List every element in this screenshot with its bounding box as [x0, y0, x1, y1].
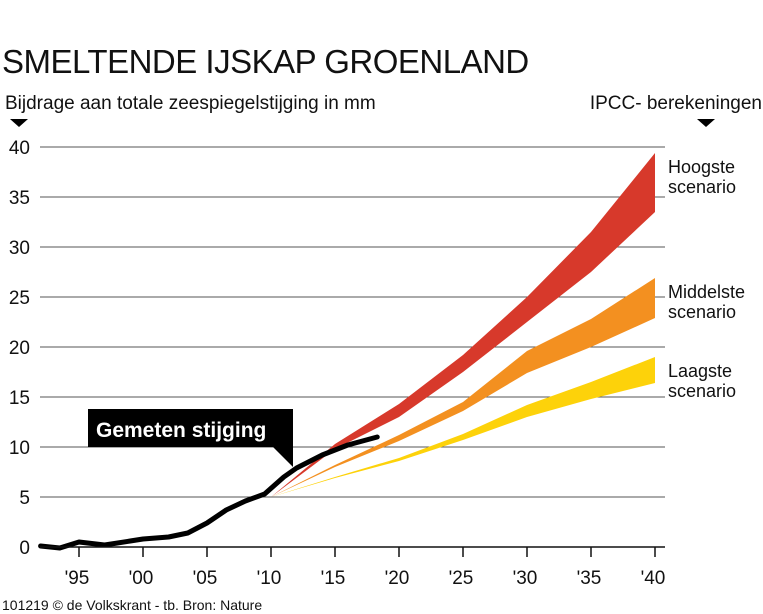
measured-line: [38, 434, 380, 551]
y-tick-label: 30: [9, 238, 30, 259]
y-tick-label: 35: [9, 188, 30, 209]
x-tick-label: '05: [193, 568, 218, 589]
x-tick-label: '35: [577, 568, 602, 589]
scenario-label: Laagste: [668, 361, 732, 381]
scenario-label: scenario: [668, 381, 736, 401]
y-tick-label: 40: [9, 138, 30, 159]
x-tick-label: '00: [129, 568, 154, 589]
arrow-down-icon: [697, 119, 715, 127]
x-tick-label: '10: [257, 568, 282, 589]
scenario-label: Hoogste: [668, 157, 735, 177]
chart-title: SMELTENDE IJSKAP GROENLAND: [2, 43, 529, 80]
y-tick-label: 10: [9, 438, 30, 459]
x-tick-label: '40: [641, 568, 666, 589]
y-tick-label: 15: [9, 388, 30, 409]
x-tick-label: '95: [65, 568, 90, 589]
x-tick-label: '20: [385, 568, 410, 589]
scenario-label: scenario: [668, 177, 736, 197]
scenario-band-low: [271, 357, 655, 497]
y-tick-label: 5: [19, 488, 30, 509]
x-tick-label: '15: [321, 568, 346, 589]
callout: Gemeten stijging: [88, 409, 293, 467]
y-tick-label: 25: [9, 288, 30, 309]
scenario-label: scenario: [668, 302, 736, 322]
arrow-down-icon: [10, 119, 28, 127]
callout-box: [88, 409, 293, 467]
y-axis-label: Bijdrage aan totale zeespiegelstijging i…: [5, 93, 376, 114]
y-tick-label: 20: [9, 338, 30, 359]
y-tick-label: 0: [19, 538, 30, 559]
scenario-label: Middelste: [668, 282, 745, 302]
ipcc-label: IPCC- berekeningen: [590, 93, 762, 114]
x-tick-label: '30: [513, 568, 538, 589]
callout-label: Gemeten stijging: [96, 419, 266, 442]
x-tick-label: '25: [449, 568, 474, 589]
credit: 101219 © de Volkskrant - tb. Bron: Natur…: [2, 597, 262, 613]
